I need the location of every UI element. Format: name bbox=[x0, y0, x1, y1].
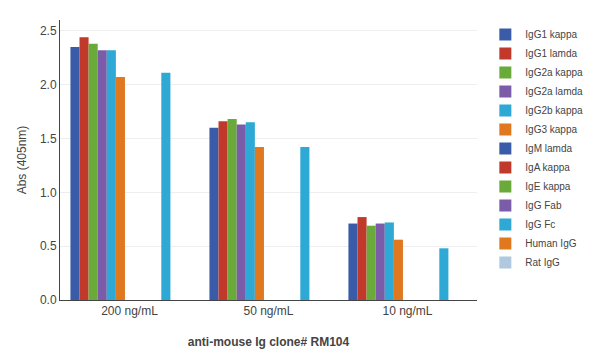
svg-text:IgG Fab: IgG Fab bbox=[525, 200, 562, 211]
svg-text:IgG1 lamda: IgG1 lamda bbox=[525, 48, 577, 59]
svg-text:IgE kappa: IgE kappa bbox=[525, 181, 570, 192]
svg-text:2.5: 2.5 bbox=[40, 24, 57, 38]
svg-text:50 ng/mL: 50 ng/mL bbox=[243, 304, 293, 318]
svg-text:IgG Fc: IgG Fc bbox=[525, 219, 555, 230]
svg-text:IgG2a lamda: IgG2a lamda bbox=[525, 86, 583, 97]
svg-text:IgG2b kappa: IgG2b kappa bbox=[525, 105, 583, 116]
svg-text:Human IgG: Human IgG bbox=[525, 238, 576, 249]
svg-text:anti-mouse Ig clone# RM104: anti-mouse Ig clone# RM104 bbox=[188, 335, 350, 349]
svg-text:Abs (405nm): Abs (405nm) bbox=[15, 126, 29, 195]
svg-text:200 ng/mL: 200 ng/mL bbox=[101, 304, 158, 318]
svg-text:IgM lamda: IgM lamda bbox=[525, 143, 572, 154]
svg-text:0.0: 0.0 bbox=[40, 293, 57, 307]
svg-text:IgG1 kappa: IgG1 kappa bbox=[525, 29, 577, 40]
svg-text:1.0: 1.0 bbox=[40, 186, 57, 200]
svg-text:IgG2a kappa: IgG2a kappa bbox=[525, 67, 583, 78]
svg-text:IgA kappa: IgA kappa bbox=[525, 162, 570, 173]
svg-text:1.5: 1.5 bbox=[40, 132, 57, 146]
svg-text:IgG3 kappa: IgG3 kappa bbox=[525, 124, 577, 135]
svg-text:0.5: 0.5 bbox=[40, 239, 57, 253]
svg-text:2.0: 2.0 bbox=[40, 78, 57, 92]
svg-text:10 ng/mL: 10 ng/mL bbox=[382, 304, 432, 318]
svg-text:Rat IgG: Rat IgG bbox=[525, 257, 560, 268]
